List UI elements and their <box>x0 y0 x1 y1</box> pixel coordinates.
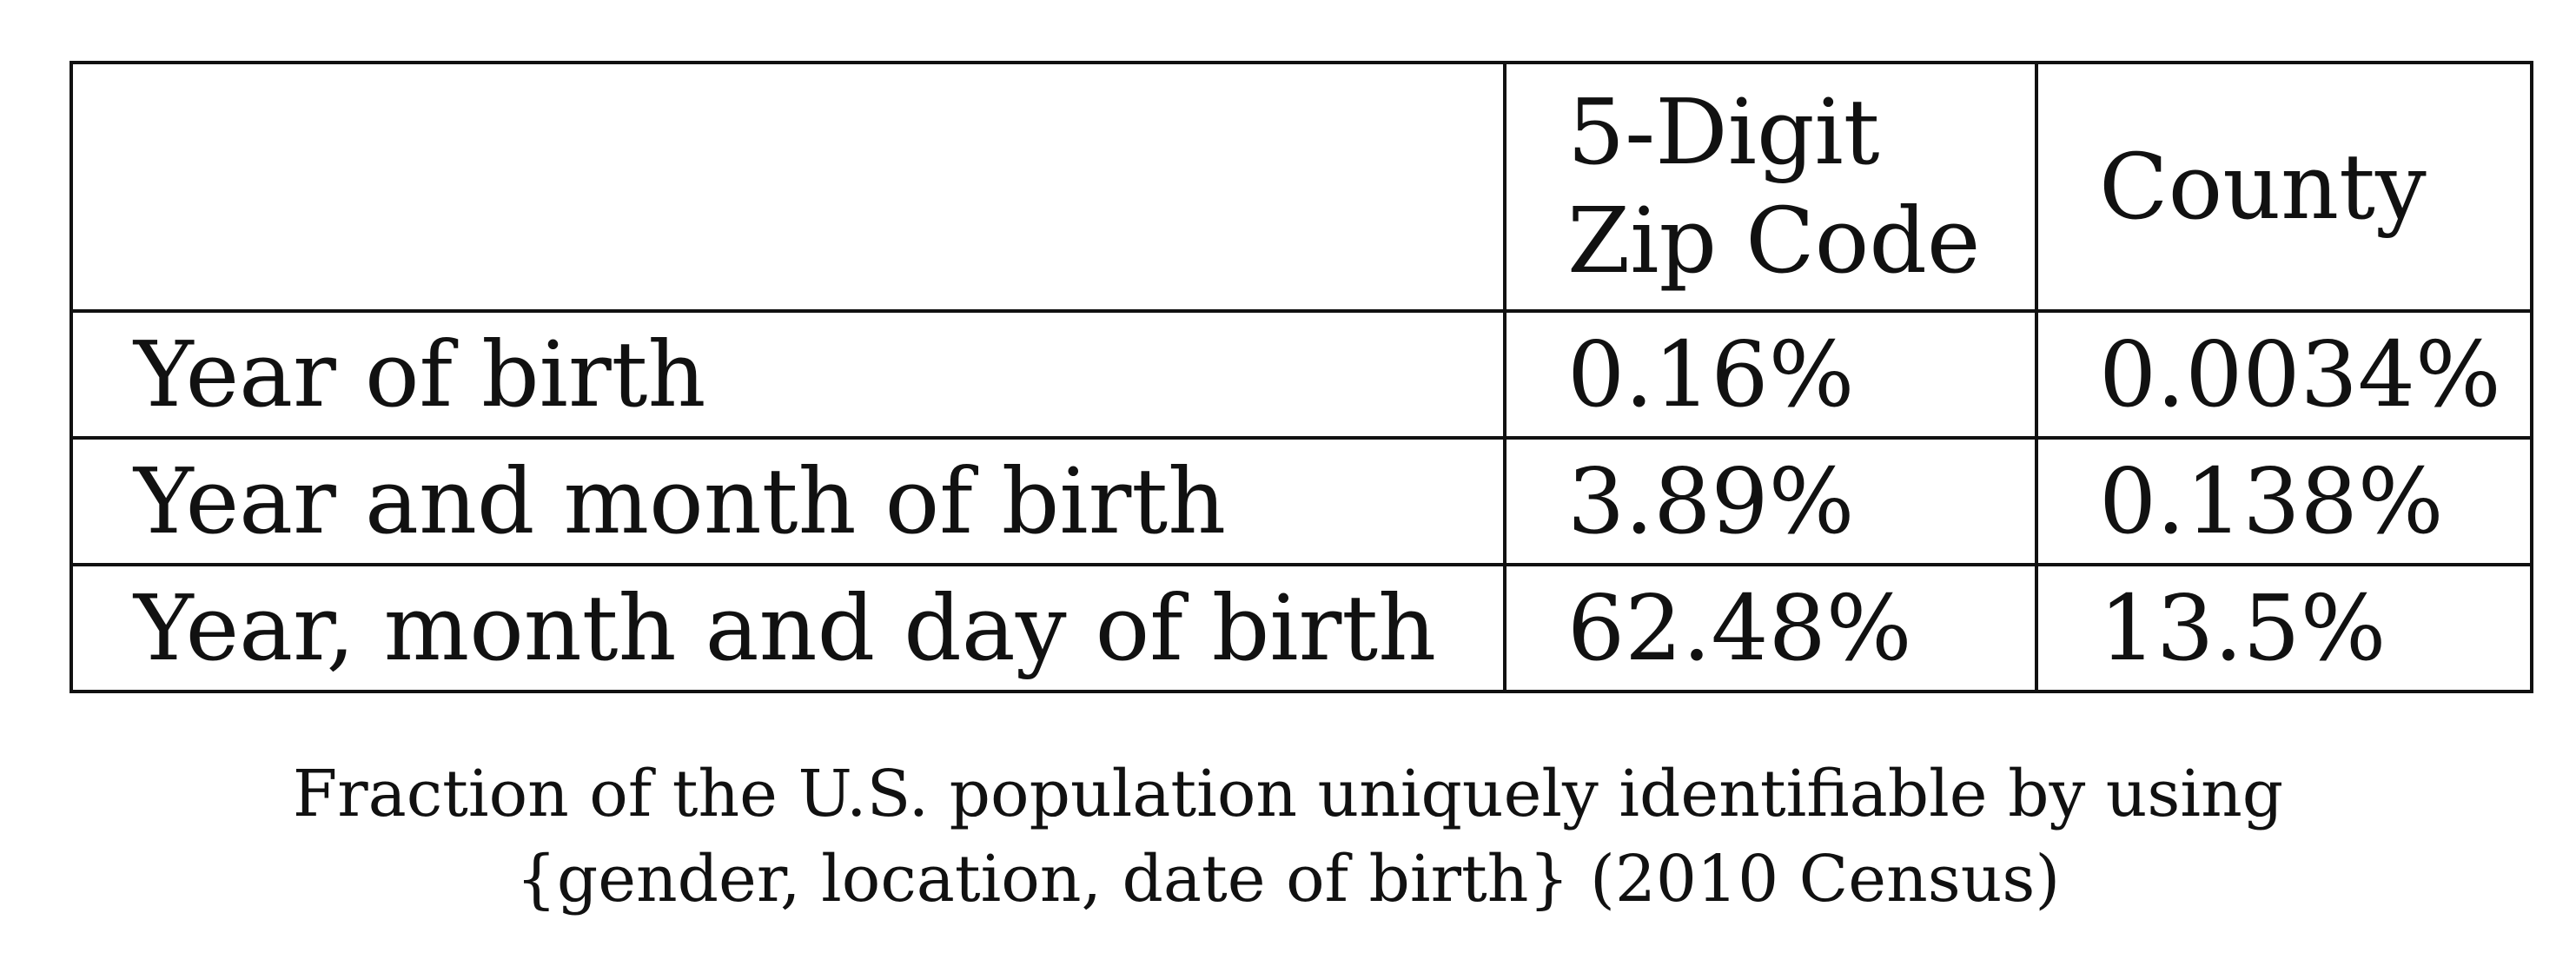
header-zip-line1: 5-Digit <box>1567 79 1880 186</box>
header-cell-county: County <box>2035 61 2533 313</box>
table-row: Year and month of birth 3.89% 0.138% <box>70 436 2533 566</box>
county-value: 0.138% <box>2035 436 2533 566</box>
caption-line-2: {gender, location, date of birth} (2010 … <box>515 842 2061 917</box>
zip-value: 0.16% <box>1503 309 2038 440</box>
uniqueness-table: 5-Digit Zip Code County Year of birth 0.… <box>70 61 2533 693</box>
row-label: Year, month and day of birth <box>70 563 1507 693</box>
header-cell-zip-code: 5-Digit Zip Code <box>1503 61 2038 313</box>
county-value: 0.0034% <box>2035 309 2533 440</box>
table-container: 5-Digit Zip Code County Year of birth 0.… <box>70 61 2533 693</box>
header-cell-blank <box>70 61 1507 313</box>
row-label: Year of birth <box>70 309 1507 440</box>
table-header-row: 5-Digit Zip Code County <box>70 61 2533 313</box>
zip-value: 3.89% <box>1503 436 2038 566</box>
table-row: Year, month and day of birth 62.48% 13.5… <box>70 563 2533 693</box>
header-zip-line2: Zip Code <box>1567 188 1981 294</box>
caption-line-1: Fraction of the U.S. population uniquely… <box>292 757 2284 831</box>
table-caption: Fraction of the U.S. population uniquely… <box>0 751 2576 922</box>
table-row: Year of birth 0.16% 0.0034% <box>70 309 2533 440</box>
county-value: 13.5% <box>2035 563 2533 693</box>
zip-value: 62.48% <box>1503 563 2038 693</box>
row-label: Year and month of birth <box>70 436 1507 566</box>
